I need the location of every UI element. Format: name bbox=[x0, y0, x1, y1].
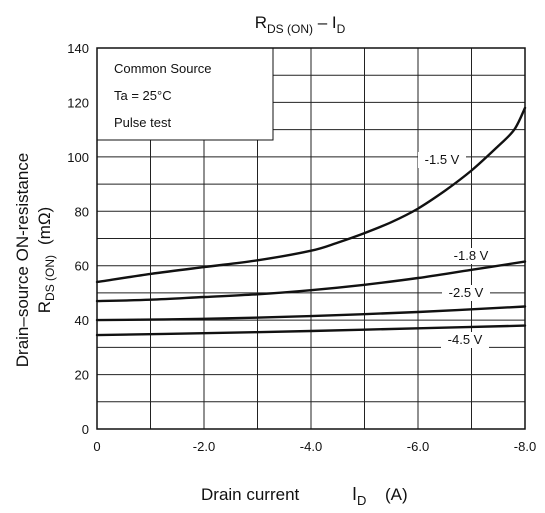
y-tick-label: 40 bbox=[75, 313, 89, 328]
series-label-3: -2.5 V bbox=[449, 285, 484, 300]
y-tick-label: 60 bbox=[75, 259, 89, 274]
series-label-1: -1.5 V bbox=[425, 152, 460, 167]
y-axis-unit: (mΩ) bbox=[35, 207, 54, 245]
y-axis-label-line1: Drain–source ON-resistance bbox=[13, 153, 32, 367]
y-tick-label: 20 bbox=[75, 368, 89, 383]
series-label-bg bbox=[442, 285, 490, 301]
y-tick-label: 120 bbox=[67, 95, 89, 110]
chart-title: RDS (ON) – ID bbox=[255, 13, 346, 36]
y-tick-label: 100 bbox=[67, 150, 89, 165]
series-line-4 bbox=[95, 324, 527, 337]
series-line-2 bbox=[95, 260, 527, 303]
series-label-bg bbox=[447, 248, 495, 264]
series-label-bg bbox=[441, 332, 489, 348]
plot-frame bbox=[96, 47, 526, 430]
x-tick-label: -2.0 bbox=[193, 439, 215, 454]
series-line-1 bbox=[95, 106, 527, 284]
condition-line-1: Common Source bbox=[114, 61, 212, 76]
y-tick-label: 140 bbox=[67, 41, 89, 56]
condition-line-3: Pulse test bbox=[114, 115, 171, 130]
condition-line-2: Ta = 25°C bbox=[114, 88, 172, 103]
conditions-box: Common Source Ta = 25°C Pulse test bbox=[96, 47, 274, 141]
x-tick-label: -4.0 bbox=[300, 439, 322, 454]
series-labels: -1.5 V -1.8 V -2.5 V -4.5 V bbox=[418, 152, 495, 348]
x-tick-label: 0 bbox=[93, 439, 100, 454]
series-label-4: -4.5 V bbox=[448, 332, 483, 347]
svg-text:RDS (ON)(mΩ): RDS (ON) (mΩ) bbox=[35, 207, 57, 313]
y-axis-label-2: RDS (ON) (mΩ) bbox=[35, 207, 57, 313]
y-axis-label: Drain–source ON-resistance bbox=[13, 153, 32, 367]
x-tick-label: -6.0 bbox=[407, 439, 429, 454]
x-axis-label: Drain current ID (A) bbox=[201, 484, 408, 508]
y-axis-symbol: R bbox=[35, 301, 54, 313]
series-label-2: -1.8 V bbox=[454, 248, 489, 263]
y-tick-label: 80 bbox=[75, 204, 89, 219]
y-axis-symbol-sub: DS (ON) bbox=[43, 255, 57, 301]
series-label-bg bbox=[418, 152, 466, 168]
x-tick-label: -8.0 bbox=[514, 439, 536, 454]
series-line-3 bbox=[95, 305, 527, 322]
tick-labels: 0 -2.0 -4.0 -6.0 -8.0 0 20 40 60 80 100 120 140 bbox=[67, 41, 536, 454]
series-lines bbox=[95, 106, 527, 337]
y-tick-label: 0 bbox=[82, 422, 89, 437]
